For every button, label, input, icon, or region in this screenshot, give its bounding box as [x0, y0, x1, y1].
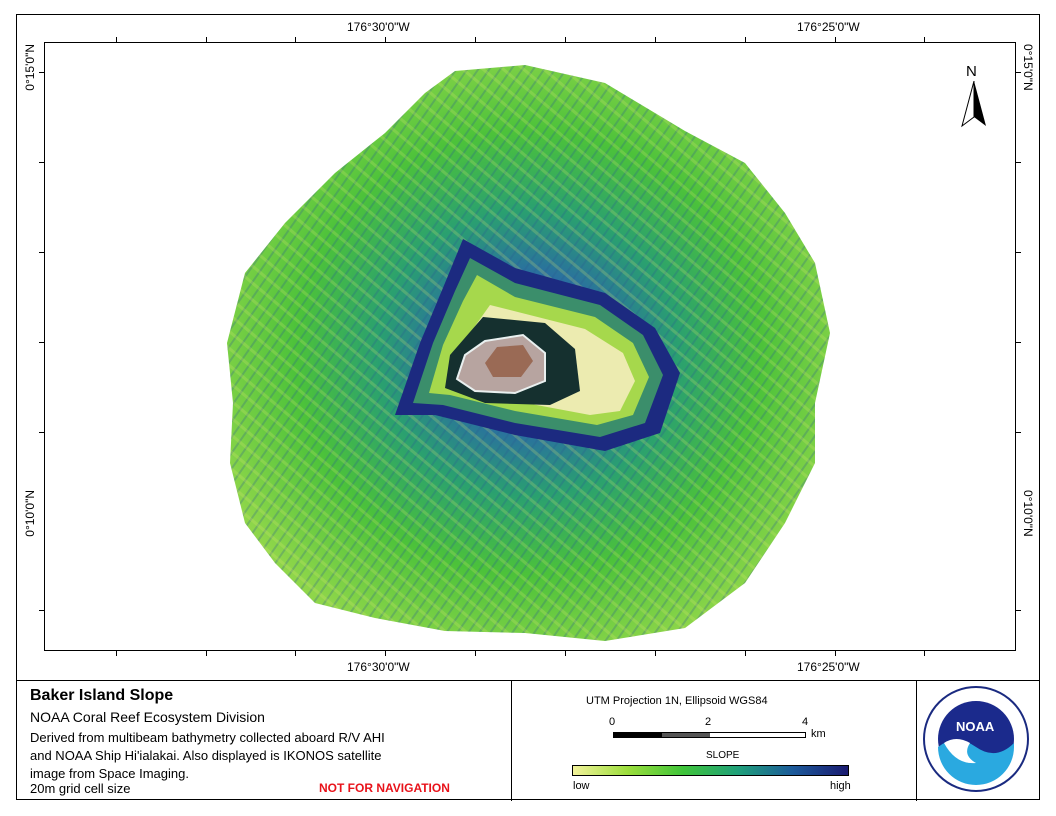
noaa-logo: NOAA	[922, 685, 1030, 793]
map-description: Derived from multibeam bathymetry collec…	[30, 729, 490, 783]
lat-label-left-bottom: 0°10'0"N	[23, 490, 37, 537]
lat-label-right-top: 0°15'0"N	[1021, 44, 1035, 91]
description-line: and NOAA Ship Hi'ialakai. Also displayed…	[30, 748, 382, 763]
scale-tick-0: 0	[609, 716, 616, 728]
slope-high-label: high	[830, 780, 851, 792]
legend-block: Baker Island Slope NOAA Coral Reef Ecosy…	[16, 680, 1040, 801]
north-arrow-icon	[961, 81, 986, 128]
scale-bar	[613, 732, 806, 738]
navigation-warning: NOT FOR NAVIGATION	[319, 781, 450, 795]
lon-label-top-left: 176°30'0"W	[347, 20, 410, 34]
map-frame	[16, 14, 1040, 800]
lat-label-right-bottom: 0°10'0"N	[1021, 490, 1035, 537]
north-label: N	[966, 63, 977, 80]
slope-color-ramp	[572, 765, 849, 776]
description-line: Derived from multibeam bathymetry collec…	[30, 730, 385, 745]
slope-raster	[227, 65, 830, 641]
agency-name: NOAA Coral Reef Ecosystem Division	[30, 709, 265, 725]
scale-tick-2: 2	[705, 716, 712, 728]
projection-label: UTM Projection 1N, Ellipsoid WGS84	[586, 695, 768, 707]
map-panel[interactable]: N	[44, 42, 1016, 651]
north-arrow: N	[957, 63, 991, 129]
slope-legend-title: SLOPE	[706, 750, 740, 761]
lon-label-top-right: 176°25'0"W	[797, 20, 860, 34]
lon-label-bottom-right: 176°25'0"W	[797, 660, 860, 674]
scale-tick-4: 4	[802, 716, 809, 728]
map-title: Baker Island Slope	[30, 687, 174, 704]
scale-unit: km	[811, 728, 826, 740]
description-line: image from Space Imaging.	[30, 766, 189, 781]
noaa-logo-text: NOAA	[956, 719, 995, 734]
grid-cell-size: 20m grid cell size	[30, 781, 131, 796]
slope-low-label: low	[573, 780, 590, 792]
lon-label-bottom-left: 176°30'0"W	[347, 660, 410, 674]
lat-label-left-top: 0°15'0"N	[23, 44, 37, 91]
